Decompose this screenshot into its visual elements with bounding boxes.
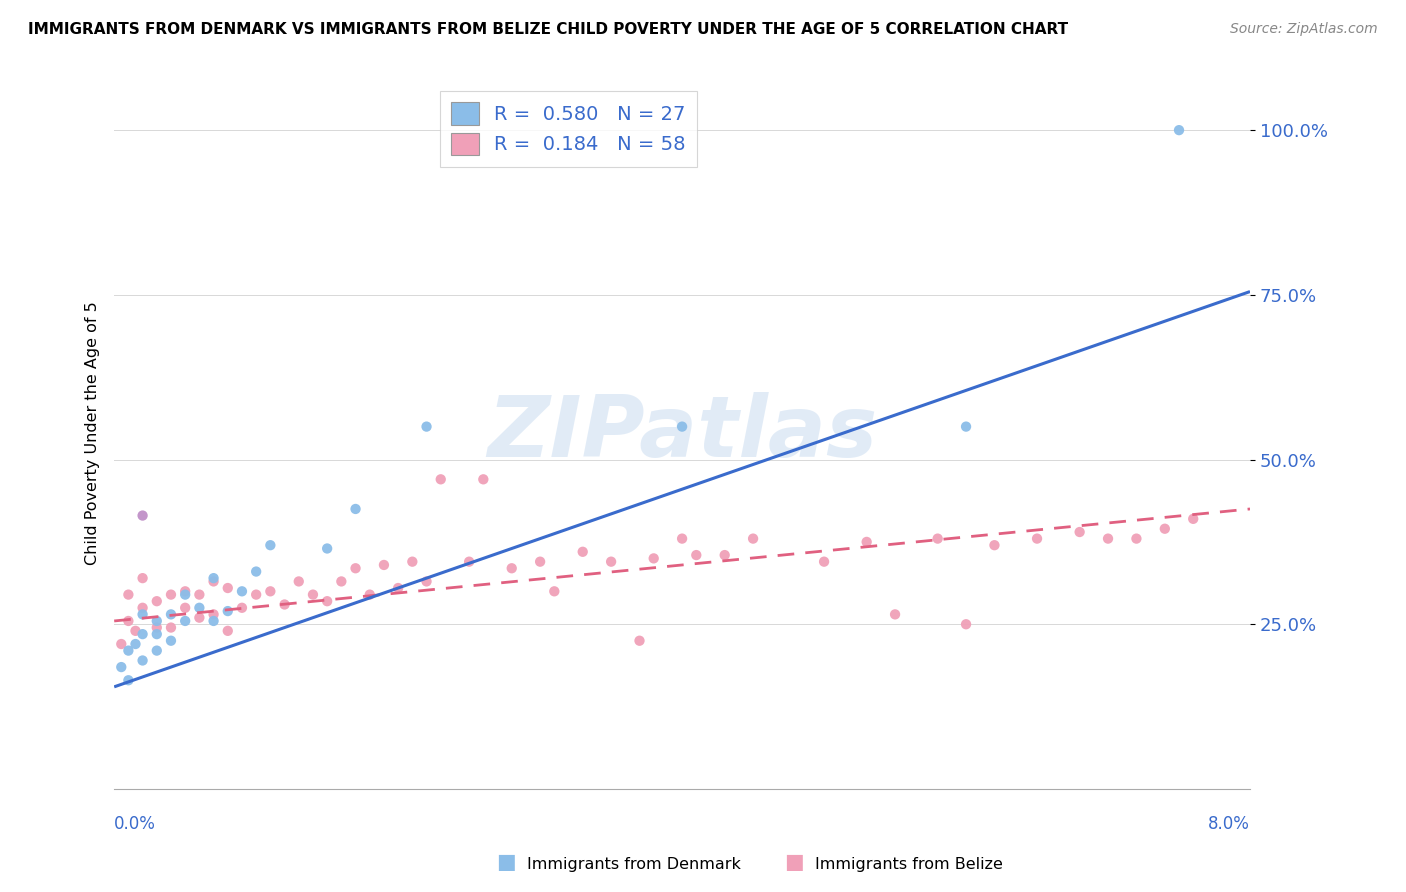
Point <box>927 532 949 546</box>
Point <box>174 600 197 615</box>
Point <box>146 643 169 657</box>
Text: Source: ZipAtlas.com: Source: ZipAtlas.com <box>1230 22 1378 37</box>
Point <box>146 621 169 635</box>
Point <box>202 571 225 585</box>
Point <box>685 548 707 562</box>
Point <box>344 561 367 575</box>
Point <box>117 588 139 602</box>
Point <box>429 472 451 486</box>
Point <box>884 607 907 622</box>
Point <box>359 588 381 602</box>
Point <box>401 555 423 569</box>
Point <box>571 545 593 559</box>
Text: ■: ■ <box>785 853 804 872</box>
Point <box>955 419 977 434</box>
Point <box>146 594 169 608</box>
Point <box>472 472 495 486</box>
Point <box>302 588 325 602</box>
Point <box>713 548 735 562</box>
Point <box>231 584 253 599</box>
Point <box>160 607 183 622</box>
Point <box>146 614 169 628</box>
Point <box>501 561 523 575</box>
Point <box>110 660 132 674</box>
Text: Immigrants from Belize: Immigrants from Belize <box>815 857 1004 872</box>
Point <box>1097 532 1119 546</box>
Point <box>124 624 146 638</box>
Text: ZIPatlas: ZIPatlas <box>486 392 877 475</box>
Point <box>344 502 367 516</box>
Point <box>316 594 339 608</box>
Point <box>217 581 239 595</box>
Point <box>117 643 139 657</box>
Point <box>955 617 977 632</box>
Point <box>316 541 339 556</box>
Point <box>131 600 153 615</box>
Point <box>188 600 211 615</box>
Y-axis label: Child Poverty Under the Age of 5: Child Poverty Under the Age of 5 <box>86 301 100 565</box>
Point <box>600 555 623 569</box>
Point <box>387 581 409 595</box>
Point <box>742 532 765 546</box>
Point <box>124 637 146 651</box>
Point <box>146 627 169 641</box>
Point <box>117 673 139 688</box>
Point <box>1182 512 1205 526</box>
Point <box>117 614 139 628</box>
Point <box>245 565 267 579</box>
Point <box>983 538 1005 552</box>
Point <box>330 574 353 589</box>
Point <box>131 571 153 585</box>
Point <box>415 419 437 434</box>
Point <box>174 584 197 599</box>
Point <box>110 637 132 651</box>
Point <box>628 633 651 648</box>
Point <box>415 574 437 589</box>
Point <box>1153 522 1175 536</box>
Point <box>543 584 565 599</box>
Point <box>259 584 281 599</box>
Point <box>131 607 153 622</box>
Point <box>529 555 551 569</box>
Text: ■: ■ <box>496 853 516 872</box>
Point <box>643 551 665 566</box>
Point <box>174 588 197 602</box>
Point <box>188 610 211 624</box>
Point <box>231 600 253 615</box>
Point <box>160 621 183 635</box>
Point <box>131 508 153 523</box>
Point <box>458 555 481 569</box>
Point <box>202 574 225 589</box>
Point <box>259 538 281 552</box>
Point <box>131 627 153 641</box>
Point <box>287 574 309 589</box>
Point <box>1168 123 1191 137</box>
Point <box>160 633 183 648</box>
Text: 8.0%: 8.0% <box>1208 815 1250 833</box>
Point <box>1026 532 1049 546</box>
Point <box>174 614 197 628</box>
Point <box>671 419 693 434</box>
Point <box>855 535 877 549</box>
Point <box>131 653 153 667</box>
Point <box>217 604 239 618</box>
Point <box>273 598 295 612</box>
Point <box>202 614 225 628</box>
Point <box>217 624 239 638</box>
Point <box>188 588 211 602</box>
Point <box>202 607 225 622</box>
Text: IMMIGRANTS FROM DENMARK VS IMMIGRANTS FROM BELIZE CHILD POVERTY UNDER THE AGE OF: IMMIGRANTS FROM DENMARK VS IMMIGRANTS FR… <box>28 22 1069 37</box>
Point <box>813 555 835 569</box>
Legend: R =  0.580   N = 27, R =  0.184   N = 58: R = 0.580 N = 27, R = 0.184 N = 58 <box>440 91 697 167</box>
Text: Immigrants from Denmark: Immigrants from Denmark <box>527 857 741 872</box>
Point <box>1125 532 1147 546</box>
Point <box>160 588 183 602</box>
Point <box>671 532 693 546</box>
Point <box>373 558 395 572</box>
Point <box>1069 524 1091 539</box>
Point <box>245 588 267 602</box>
Text: 0.0%: 0.0% <box>114 815 156 833</box>
